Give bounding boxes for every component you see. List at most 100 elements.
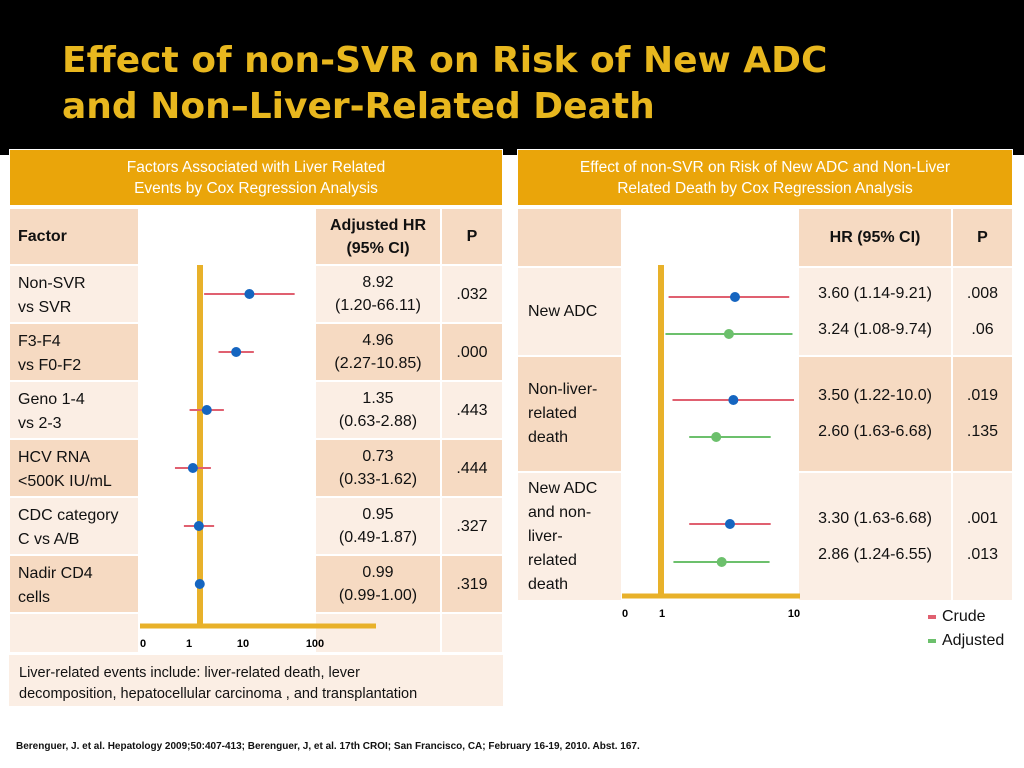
col-p-right-text: P (977, 229, 988, 246)
hr-ci: (0.33-1.62) (338, 471, 418, 488)
left-row-hr: 0.95 (0.49-1.87) (315, 497, 441, 555)
right-header-line-1: Effect of non-SVR on Risk of New ADC and… (579, 158, 951, 176)
hr-ci: (2.27-10.85) (334, 355, 422, 372)
left-row-hr: 0.73 (0.33-1.62) (315, 439, 441, 497)
p-value: .443 (456, 401, 488, 419)
right-row-p: .019 .135 (952, 356, 1013, 472)
left-row-factor: Non-SVR vs SVR (9, 265, 139, 323)
right-row-p: .001 .013 (952, 472, 1013, 601)
left-row-factor: HCV RNA <500K IU/mL (9, 439, 139, 497)
left-row-hr: 0.99 (0.99-1.00) (315, 555, 441, 613)
right-row-hr: 3.50 (1.22-10.0) 2.60 (1.63-6.68) (798, 356, 952, 472)
col-p-right: P (952, 208, 1013, 267)
left-header-line-1: Factors Associated with Liver Related (126, 158, 386, 176)
hr-point (187, 463, 198, 473)
factor-line-1: CDC category (18, 507, 119, 524)
hr-point (201, 405, 212, 415)
factor-line-2: C vs A/B (18, 531, 80, 548)
slide-title: Effect of non-SVR on Risk of New ADC and… (62, 38, 827, 130)
p-value: .327 (456, 517, 488, 535)
p-value: .000 (456, 343, 488, 361)
left-plot-area (139, 208, 315, 653)
left-row-hr: 1.35 (0.63-2.88) (315, 381, 441, 439)
hr-value: 0.99 (362, 564, 394, 581)
legend-crude-label: Crude (942, 608, 986, 625)
x-tick-label: 1 (186, 638, 192, 650)
factor-line-1: HCV RNA (18, 449, 91, 466)
title-bar (0, 0, 1024, 155)
x-tick-label: 0 (622, 608, 628, 620)
p-value: .444 (456, 459, 488, 477)
x-tick-label: 1 (659, 608, 665, 620)
hr-point (724, 519, 735, 529)
factor-line-2: vs 2-3 (18, 415, 62, 432)
x-tick-label: 0 (140, 638, 146, 650)
col-factor: Factor (9, 208, 139, 265)
left-row-p: .032 (441, 265, 503, 323)
crude-p: .001 (966, 509, 999, 527)
adjusted-p: .013 (966, 545, 999, 563)
hr-point (728, 395, 739, 405)
left-row-p: .000 (441, 323, 503, 381)
hr-value: 8.92 (362, 274, 394, 291)
right-col-label (517, 208, 622, 267)
left-row-factor: CDC category C vs A/B (9, 497, 139, 555)
crude-p: .019 (966, 387, 999, 404)
factor-line-1: Non-SVR (18, 275, 86, 292)
col-hr-ci: HR (95% CI) (798, 208, 952, 267)
x-tick-label: 10 (788, 608, 800, 620)
left-row-factor: F3-F4 vs F0-F2 (9, 323, 139, 381)
col-hr-line-2: (95% CI) (346, 239, 410, 257)
hr-point (723, 329, 734, 339)
left-footnote: Liver-related events include: liver-rela… (9, 655, 503, 706)
p-value: .032 (456, 285, 488, 303)
hr-value: 0.73 (362, 448, 394, 465)
row-label-line: New ADC (528, 302, 598, 320)
hr-ci: (0.99-1.00) (338, 587, 418, 604)
title-line-1: Effect of non-SVR on Risk of New ADC (62, 40, 828, 81)
left-empty-hr (315, 613, 441, 653)
crude-p: .008 (966, 284, 999, 302)
title-line-2: and Non–Liver-Related Death (62, 86, 655, 127)
row-label-line: liver- (528, 527, 563, 545)
legend-crude-swatch (928, 615, 936, 619)
hr-point (716, 557, 727, 567)
hr-ci: (0.49-1.87) (338, 529, 418, 546)
citation: Berenguer, J. et al. Hepatology 2009;50:… (16, 741, 640, 752)
hr-point (193, 521, 204, 531)
row-label-line: related (528, 551, 577, 569)
adjusted-hr: 2.86 (1.24-6.55) (818, 545, 932, 563)
left-row-hr: 8.92 (1.20-66.11) (315, 265, 441, 323)
adjusted-p: .06 (971, 320, 994, 338)
left-row-factor: Geno 1-4 vs 2-3 (9, 381, 139, 439)
legend: Crude Adjusted (928, 605, 1004, 653)
col-adjusted-hr: Adjusted HR (95% CI) (315, 208, 441, 265)
hr-value: 0.95 (362, 506, 394, 523)
legend-adjusted-label: Adjusted (942, 632, 1005, 649)
left-table-header: Factors Associated with Liver Related Ev… (9, 149, 503, 206)
right-row-label: New ADC (517, 267, 622, 356)
hr-point (244, 289, 255, 299)
right-table-header: Effect of non-SVR on Risk of New ADC and… (517, 149, 1013, 206)
hr-value: 4.96 (362, 332, 394, 349)
col-p-left-text: P (466, 228, 478, 245)
crude-hr: 3.50 (1.22-10.0) (818, 387, 932, 404)
factor-line-1: Geno 1-4 (18, 391, 85, 408)
right-row-hr: 3.60 (1.14-9.21) 3.24 (1.08-9.74) (798, 267, 952, 356)
left-row-hr: 4.96 (2.27-10.85) (315, 323, 441, 381)
adjusted-hr: 2.60 (1.63-6.68) (818, 423, 932, 440)
left-empty-p (441, 613, 503, 653)
right-row-p: .008 .06 (952, 267, 1013, 356)
hr-point (194, 579, 205, 589)
right-row-label: New ADC and non-liver-related death (517, 472, 622, 601)
p-value: .319 (456, 575, 488, 593)
crude-hr: 3.30 (1.63-6.68) (818, 509, 932, 527)
adjusted-hr: 3.24 (1.08-9.74) (818, 320, 932, 338)
adjusted-p: .135 (966, 423, 999, 440)
row-label-line: death (528, 429, 569, 446)
left-row-p: .443 (441, 381, 503, 439)
right-plot-area (622, 208, 798, 601)
factor-line-2: cells (18, 589, 51, 606)
hr-ci: (0.63-2.88) (338, 413, 418, 430)
